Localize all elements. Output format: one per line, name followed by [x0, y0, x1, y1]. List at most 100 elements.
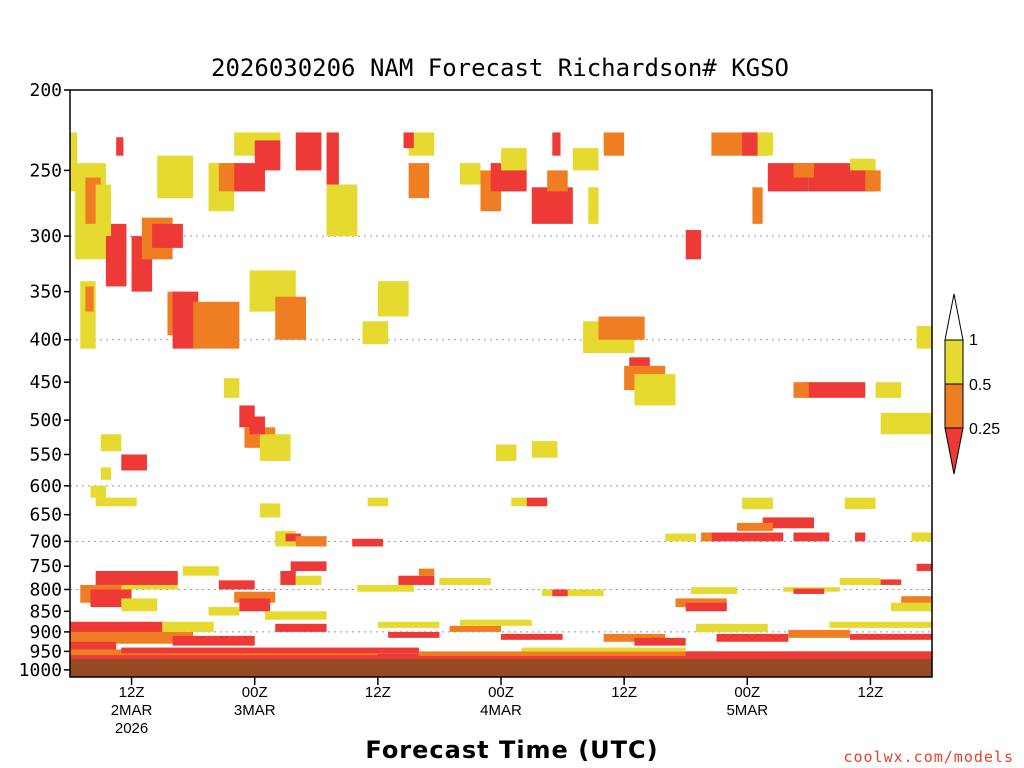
- ri-cell-low: [172, 635, 255, 646]
- ri-cell-mid: [788, 629, 850, 638]
- y-tick-label: 500: [29, 410, 62, 431]
- ri-cell-high: [911, 532, 932, 542]
- y-tick-label: 750: [29, 556, 62, 577]
- ri-cell-low: [634, 637, 686, 646]
- ri-cell-low: [762, 517, 814, 529]
- ri-cell-low: [152, 223, 183, 248]
- y-tick-label: 850: [29, 601, 62, 622]
- ri-cell-low: [870, 579, 902, 585]
- plot-area: [69, 89, 933, 678]
- ri-cell-low: [70, 641, 117, 652]
- ri-cell-mid: [295, 536, 327, 547]
- x-tick-label: 12Z: [365, 684, 391, 701]
- legend-label-0.25: 0.25: [969, 421, 1000, 438]
- y-tick-label: 300: [29, 226, 62, 247]
- richardson-cells: [70, 132, 932, 665]
- y-tick-label: 550: [29, 444, 62, 465]
- ri-cell-high: [100, 434, 122, 452]
- ri-cell-high: [459, 163, 481, 185]
- ri-cell-high: [357, 584, 414, 592]
- ri-cell-high: [531, 441, 558, 458]
- y-axis: 200 250 300 350 400 450 500 550 600 650 700 7508008…: [19, 80, 70, 681]
- y-tick-label: 350: [29, 282, 62, 303]
- x-tick-label: 00Z: [734, 684, 760, 701]
- x-tick-label: 5MAR: [726, 702, 768, 719]
- ri-cell-high: [326, 184, 358, 237]
- ri-cell-mid: [193, 301, 240, 349]
- x-tick-label: 00Z: [488, 684, 514, 701]
- ri-cell-low: [531, 187, 573, 224]
- ri-cell-high: [511, 497, 527, 507]
- ri-cell-high: [377, 281, 409, 317]
- ri-cell-high: [875, 382, 902, 398]
- ri-cell-high: [844, 497, 876, 510]
- ri-cell-high: [839, 578, 881, 585]
- ri-cell-low: [793, 532, 830, 542]
- ri-cell-high: [367, 497, 389, 507]
- ri-cell-low: [388, 631, 440, 638]
- ri-cell-high: [90, 485, 106, 498]
- ri-cell-low: [916, 563, 932, 571]
- x-tick-label: 12Z: [857, 684, 883, 701]
- ri-cell-low: [70, 653, 932, 665]
- ri-cell-high: [100, 467, 112, 480]
- ri-cell-high: [223, 378, 240, 398]
- ri-cell-mid: [752, 187, 763, 224]
- legend: 1 0.5 0.25: [944, 293, 1000, 475]
- ri-cell-mid: [737, 522, 773, 531]
- y-tick-label: 950: [29, 641, 62, 662]
- ri-cell-mid: [449, 625, 501, 632]
- ri-cell-high: [121, 598, 158, 612]
- ri-cell-high: [259, 434, 291, 461]
- ri-cell-high: [259, 503, 281, 518]
- ri-cell-low: [254, 140, 281, 171]
- ri-cell-mid: [793, 382, 809, 398]
- y-tick-label: 200: [29, 80, 62, 101]
- legend-arrow-bottom: [944, 427, 964, 475]
- ri-cell-low: [526, 497, 548, 507]
- ri-cell-low: [239, 598, 271, 612]
- ri-cell-low: [849, 633, 932, 640]
- ri-cell-low: [116, 137, 124, 156]
- ri-cell-high: [495, 444, 517, 461]
- ri-cell-high: [829, 621, 932, 628]
- ri-cell-low: [285, 533, 301, 542]
- ri-cell-low: [855, 532, 866, 542]
- ri-cell-low: [295, 132, 322, 171]
- x-tick-label: 4MAR: [480, 702, 522, 719]
- ri-cell-low: [352, 538, 383, 547]
- legend-arrow-top: [944, 293, 964, 341]
- ri-cell-low: [501, 633, 563, 640]
- ri-cell-low: [275, 623, 327, 632]
- ri-cell-low: [95, 570, 178, 585]
- ri-cell-high: [162, 621, 214, 632]
- x-tick-label: 2026: [115, 720, 148, 737]
- ri-cell-mid: [418, 568, 435, 576]
- ri-cell-low: [711, 532, 784, 542]
- chart-title: 2026030206 NAM Forecast Richardson# KGSO: [211, 54, 789, 82]
- ri-cell-high: [742, 497, 773, 510]
- ri-cell-high: [916, 325, 932, 349]
- y-tick-label: 800: [29, 579, 62, 600]
- ground-layer: [70, 659, 932, 677]
- ri-cell-low: [280, 570, 296, 585]
- ri-cell-high: [95, 184, 112, 237]
- legend-label-1: 1: [969, 332, 978, 349]
- ri-cell-mid: [408, 163, 430, 199]
- ri-cell-high: [634, 374, 676, 406]
- ri-cell-high: [70, 132, 78, 192]
- ri-cell-high: [182, 566, 219, 576]
- ri-cell-mid: [70, 631, 194, 644]
- ri-cell-mid: [598, 316, 645, 340]
- ri-cell-high: [542, 589, 604, 597]
- ri-cell-mid: [701, 532, 712, 542]
- ri-cell-high: [95, 497, 137, 507]
- ri-cell-mid: [865, 170, 881, 192]
- y-tick-label: 450: [29, 372, 62, 393]
- ri-cell-low: [552, 132, 561, 156]
- x-tick-label: 00Z: [242, 684, 268, 701]
- ri-cell-mid: [547, 170, 568, 192]
- ri-cell-high: [157, 155, 194, 199]
